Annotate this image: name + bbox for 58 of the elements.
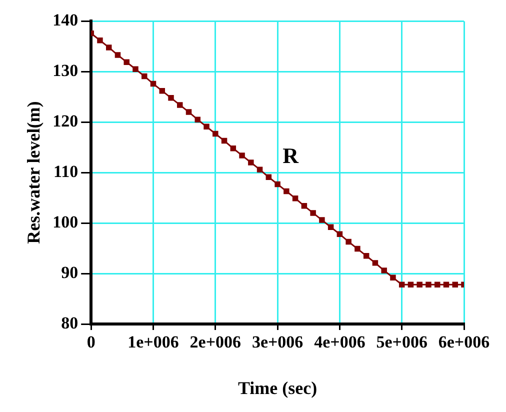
- point: [150, 80, 156, 87]
- point: [408, 282, 414, 288]
- point: [443, 282, 450, 288]
- x-tick-label: 3e+006: [252, 332, 304, 352]
- point: [106, 44, 112, 50]
- point: [177, 102, 183, 108]
- point: [274, 181, 280, 188]
- y-tick-label: 120: [52, 112, 78, 131]
- point: [372, 260, 378, 266]
- point: [266, 174, 272, 180]
- y-tick-label: 100: [52, 212, 78, 232]
- point: [256, 166, 263, 172]
- y-tick-label: 90: [61, 262, 78, 282]
- annotation: R: [282, 143, 300, 168]
- point: [114, 52, 121, 58]
- point: [346, 238, 352, 245]
- point: [354, 246, 360, 252]
- point: [336, 231, 343, 238]
- point: [452, 282, 458, 288]
- point: [416, 282, 422, 288]
- point: [168, 95, 174, 101]
- point: [248, 160, 254, 166]
- point: [212, 130, 218, 137]
- point: [97, 38, 103, 44]
- x-tick-label: 1e+006: [128, 332, 179, 352]
- point: [186, 109, 192, 115]
- point: [292, 195, 298, 202]
- point: [310, 210, 316, 216]
- point: [426, 282, 432, 288]
- point: [381, 268, 387, 274]
- point: [221, 138, 228, 144]
- point: [328, 224, 334, 230]
- y-tick-label: 140: [52, 10, 78, 30]
- x-tick-label: 5e+006: [376, 332, 428, 352]
- point: [434, 282, 440, 288]
- x-axis-title: Time (sec): [238, 378, 318, 398]
- y-tick-label: 80: [61, 313, 78, 332]
- point: [230, 146, 236, 152]
- y-axis-title: Res.water level(m): [23, 101, 44, 244]
- point: [319, 217, 325, 223]
- point: [142, 73, 148, 80]
- x-tick-label: 0: [86, 332, 96, 352]
- y-tick-label: 110: [54, 162, 78, 181]
- x-tick-label: 2e+006: [190, 332, 242, 352]
- point: [398, 282, 405, 288]
- point: [159, 88, 165, 94]
- point: [204, 124, 210, 130]
- point: [239, 152, 245, 158]
- point: [284, 188, 290, 194]
- x-tick-label: 6e+006: [438, 332, 490, 352]
- point: [194, 116, 201, 122]
- y-tick-label: 130: [52, 61, 78, 80]
- point: [390, 274, 396, 280]
- point: [301, 203, 308, 209]
- point: [124, 59, 130, 65]
- point: [363, 253, 370, 259]
- point: [132, 66, 138, 72]
- x-tick-label: 4e+006: [314, 332, 366, 352]
